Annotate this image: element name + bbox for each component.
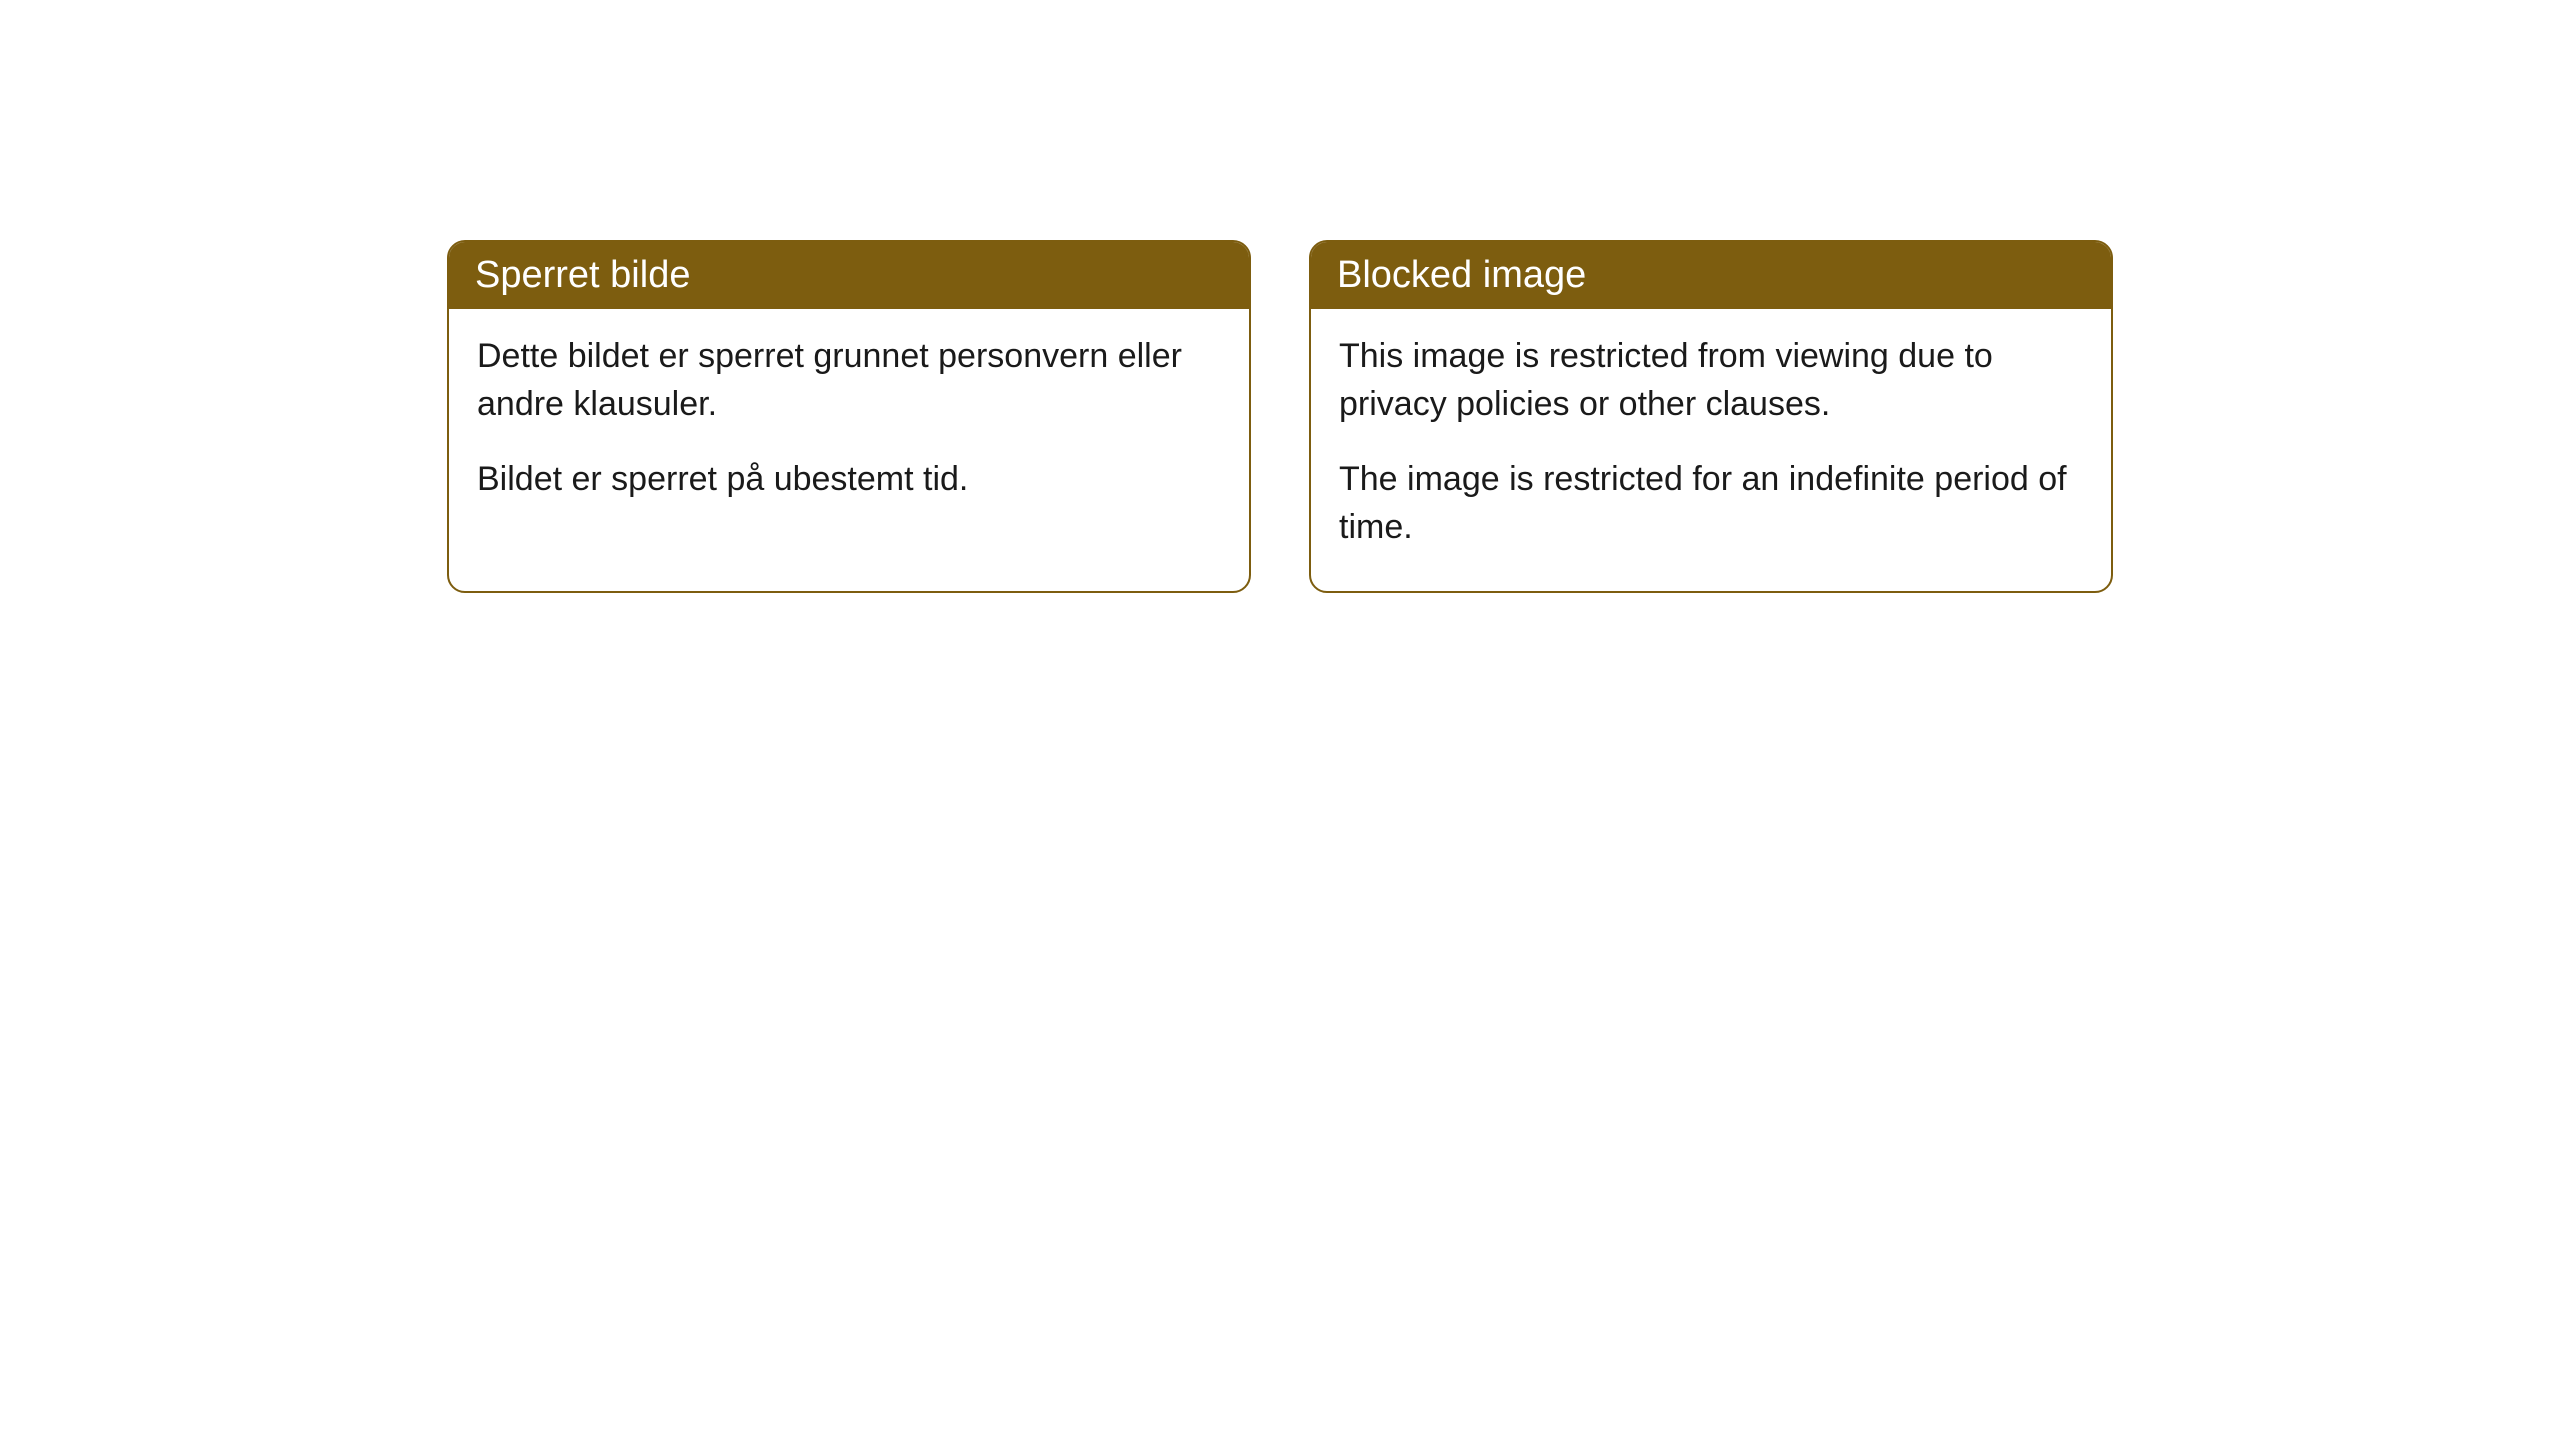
notice-title-english: Blocked image xyxy=(1337,254,1586,296)
notice-card-header-english: Blocked image xyxy=(1311,242,2111,309)
notice-card-body-english: This image is restricted from viewing du… xyxy=(1311,309,2111,591)
notice-cards-container: Sperret bilde Dette bildet er sperret gr… xyxy=(447,240,2113,593)
notice-paragraph-1-norwegian: Dette bildet er sperret grunnet personve… xyxy=(477,333,1221,428)
notice-title-norwegian: Sperret bilde xyxy=(475,254,690,296)
notice-paragraph-2-norwegian: Bildet er sperret på ubestemt tid. xyxy=(477,456,1221,504)
notice-paragraph-2-english: The image is restricted for an indefinit… xyxy=(1339,456,2083,551)
notice-paragraph-1-english: This image is restricted from viewing du… xyxy=(1339,333,2083,428)
notice-card-english: Blocked image This image is restricted f… xyxy=(1309,240,2113,593)
notice-card-body-norwegian: Dette bildet er sperret grunnet personve… xyxy=(449,309,1249,544)
notice-card-norwegian: Sperret bilde Dette bildet er sperret gr… xyxy=(447,240,1251,593)
notice-card-header-norwegian: Sperret bilde xyxy=(449,242,1249,309)
